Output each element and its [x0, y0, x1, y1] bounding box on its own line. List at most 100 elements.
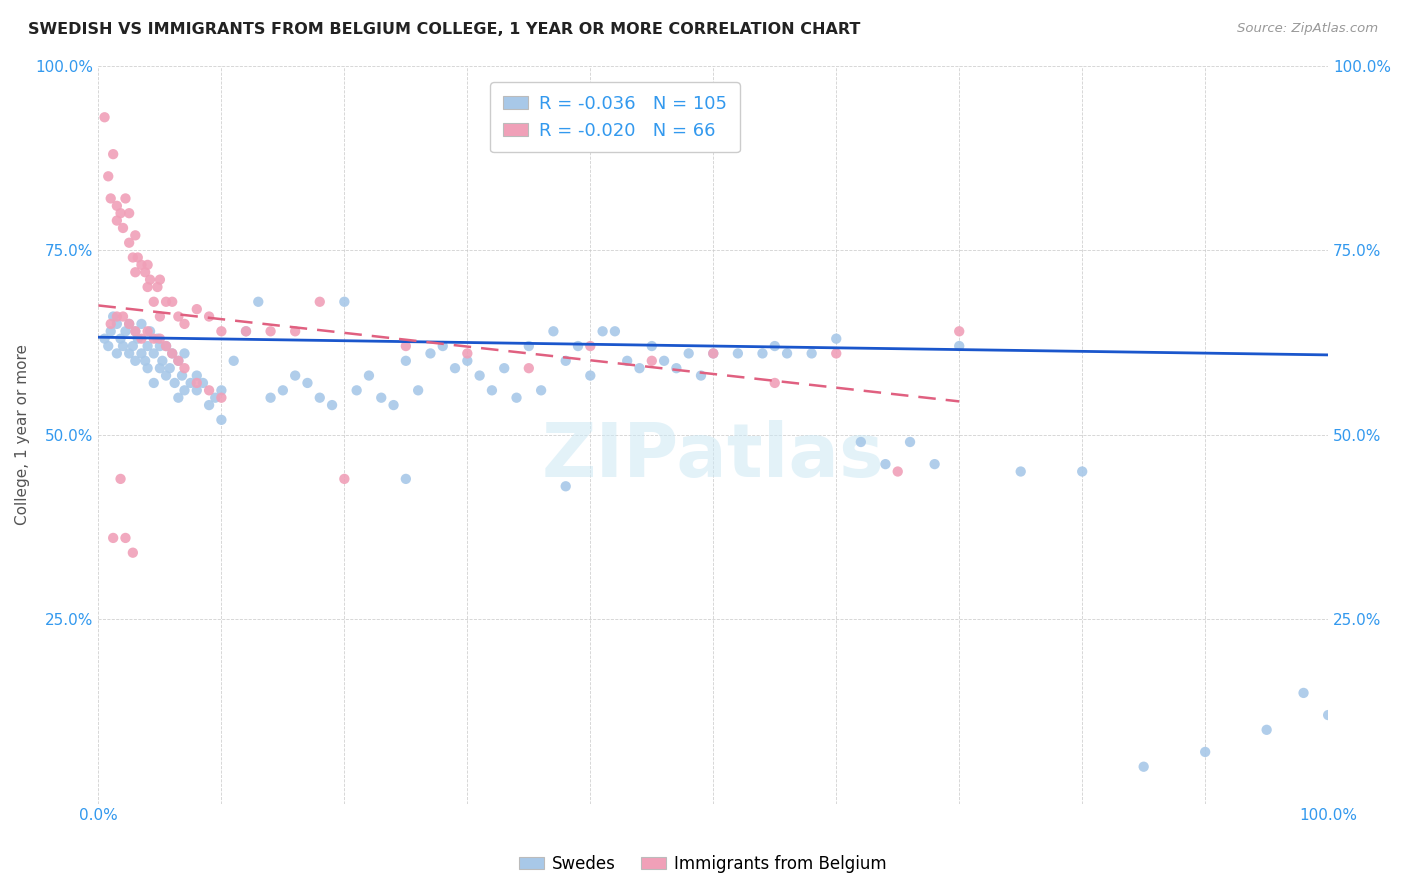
Point: [641, 353, 664, 368]
Point: [1292, 686, 1315, 700]
Point: [149, 310, 172, 324]
Point: [1256, 723, 1278, 737]
Point: [136, 258, 159, 272]
Point: [110, 332, 132, 346]
Point: [898, 435, 921, 450]
Point: [308, 294, 330, 309]
Point: [616, 353, 638, 368]
Point: [346, 384, 368, 398]
Point: [603, 324, 626, 338]
Point: [567, 339, 589, 353]
Point: [209, 391, 232, 405]
Text: ZIPatlas: ZIPatlas: [541, 420, 884, 493]
Point: [110, 472, 132, 486]
Point: [432, 339, 454, 353]
Point: [554, 353, 576, 368]
Point: [111, 221, 134, 235]
Point: [131, 258, 153, 272]
Point: [579, 339, 602, 353]
Point: [186, 302, 208, 317]
Point: [406, 384, 429, 398]
Point: [494, 361, 516, 376]
Point: [702, 346, 724, 360]
Point: [321, 398, 343, 412]
Point: [209, 413, 232, 427]
Point: [134, 265, 156, 279]
Point: [127, 332, 149, 346]
Point: [114, 191, 136, 205]
Point: [543, 324, 565, 338]
Point: [186, 384, 208, 398]
Point: [259, 391, 281, 405]
Point: [247, 294, 270, 309]
Point: [284, 368, 307, 383]
Point: [160, 346, 183, 360]
Point: [155, 294, 177, 309]
Point: [136, 324, 159, 338]
Point: [468, 368, 491, 383]
Point: [167, 353, 190, 368]
Point: [124, 265, 146, 279]
Point: [481, 384, 503, 398]
Point: [173, 346, 195, 360]
Point: [111, 339, 134, 353]
Point: [100, 317, 122, 331]
Point: [198, 310, 221, 324]
Point: [297, 376, 319, 390]
Point: [167, 353, 190, 368]
Point: [150, 353, 173, 368]
Point: [727, 346, 749, 360]
Point: [114, 531, 136, 545]
Point: [763, 339, 786, 353]
Point: [93, 332, 115, 346]
Point: [160, 346, 183, 360]
Point: [678, 346, 700, 360]
Text: Source: ZipAtlas.com: Source: ZipAtlas.com: [1237, 22, 1378, 36]
Point: [124, 228, 146, 243]
Point: [333, 294, 356, 309]
Y-axis label: College, 1 year or more: College, 1 year or more: [15, 344, 30, 525]
Point: [121, 251, 143, 265]
Point: [155, 339, 177, 353]
Point: [382, 398, 405, 412]
Point: [776, 346, 799, 360]
Point: [191, 376, 214, 390]
Point: [370, 391, 392, 405]
Point: [395, 353, 418, 368]
Point: [142, 376, 165, 390]
Point: [101, 147, 124, 161]
Point: [149, 272, 172, 286]
Point: [100, 324, 122, 338]
Point: [235, 324, 257, 338]
Point: [444, 361, 467, 376]
Point: [149, 361, 172, 376]
Point: [118, 346, 141, 360]
Point: [160, 294, 183, 309]
Point: [167, 310, 190, 324]
Point: [136, 339, 159, 353]
Point: [1317, 708, 1340, 723]
Point: [592, 324, 614, 338]
Point: [110, 206, 132, 220]
Point: [554, 479, 576, 493]
Point: [170, 368, 193, 383]
Point: [875, 457, 897, 471]
Point: [825, 332, 848, 346]
Point: [948, 324, 970, 338]
Point: [209, 324, 232, 338]
Point: [146, 332, 169, 346]
Point: [124, 324, 146, 338]
Point: [271, 384, 294, 398]
Point: [173, 384, 195, 398]
Point: [97, 169, 120, 184]
Point: [1194, 745, 1216, 759]
Point: [517, 339, 540, 353]
Point: [124, 353, 146, 368]
Point: [186, 368, 208, 383]
Point: [105, 199, 128, 213]
Point: [100, 191, 122, 205]
Point: [149, 332, 172, 346]
Legend: Swedes, Immigrants from Belgium: Swedes, Immigrants from Belgium: [512, 848, 894, 880]
Point: [146, 280, 169, 294]
Point: [121, 339, 143, 353]
